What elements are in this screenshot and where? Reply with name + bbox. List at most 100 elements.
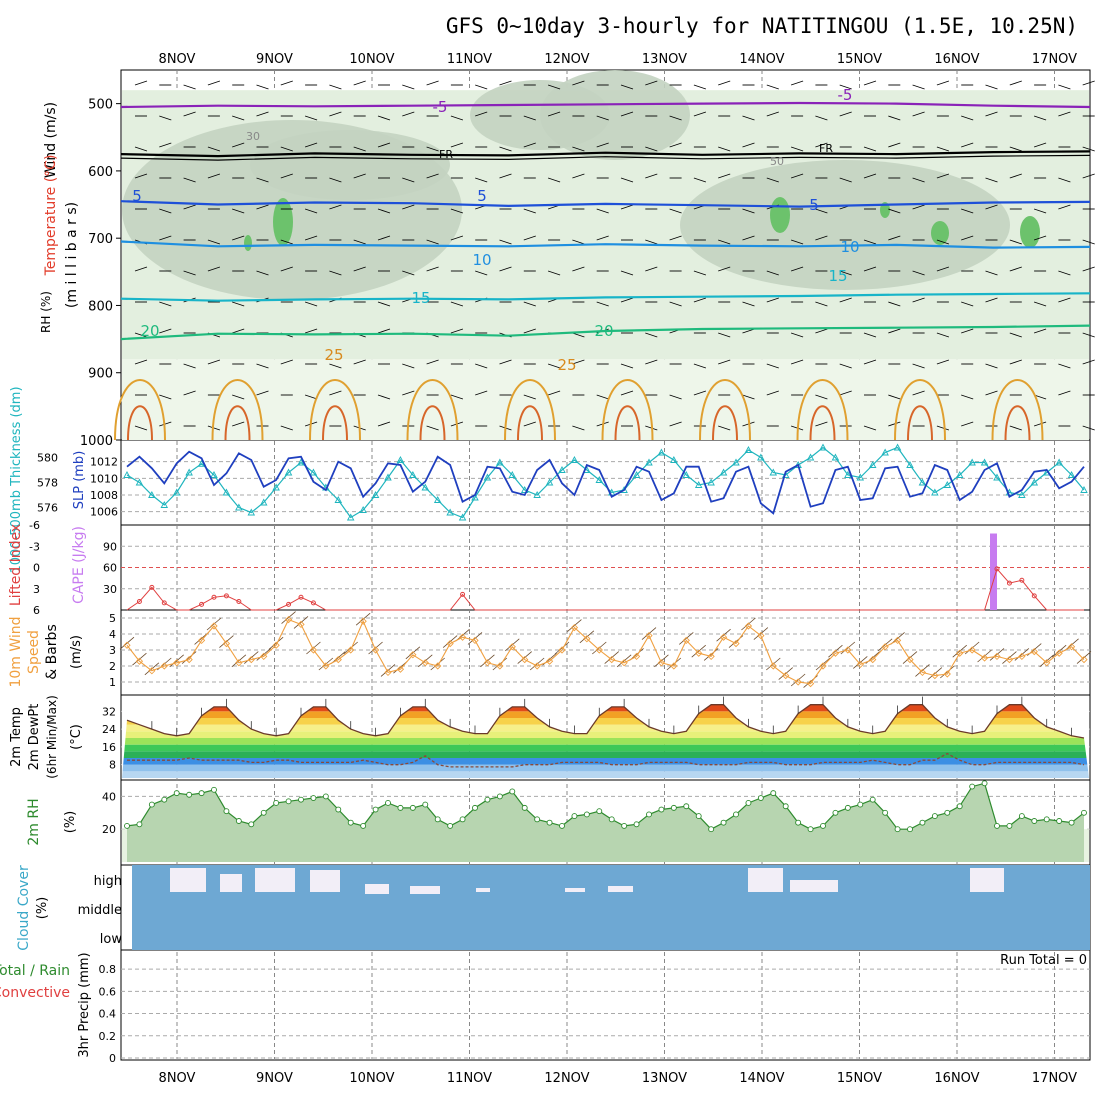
rh-point <box>335 806 342 813</box>
wind-barb <box>499 173 512 179</box>
wind-barb <box>912 390 925 396</box>
precip-tick-label: 0.2 <box>99 1030 117 1043</box>
temp-band <box>122 731 1089 738</box>
rh-point <box>969 783 976 790</box>
wind-speed-point <box>931 671 939 680</box>
wind-barb <box>1009 425 1022 431</box>
wind-barb <box>430 657 445 671</box>
date-label-bottom: 17NOV <box>1032 1071 1077 1086</box>
wind-speed-point <box>645 631 653 640</box>
lifted-index-point <box>994 566 1000 572</box>
wind-barb <box>840 641 856 655</box>
wind-speed-point <box>744 622 753 630</box>
wind-barb <box>256 648 271 661</box>
wind-barb <box>329 270 342 276</box>
thickness-point <box>931 488 939 496</box>
rh-saturated-region <box>931 221 949 245</box>
cloud-gap <box>410 886 440 894</box>
wind-barb <box>377 301 391 307</box>
isotherm-line <box>120 101 1091 109</box>
wind-barb <box>961 421 974 427</box>
wind-barb <box>134 173 148 179</box>
thickness-point <box>893 443 902 451</box>
wind-barb <box>256 363 269 369</box>
rh-point <box>1068 819 1075 826</box>
rh-saturated-region <box>244 235 252 251</box>
rh-high-region <box>250 130 450 200</box>
wind-barb <box>304 235 318 241</box>
wind-barb <box>232 235 245 241</box>
rh-axis-label: RH (%) <box>39 291 53 333</box>
wind-barb <box>596 235 609 241</box>
wind-barb <box>718 332 731 338</box>
wind-barb <box>206 617 222 631</box>
lifted-index-point <box>310 600 316 606</box>
wind-barb <box>839 297 852 303</box>
wind-barb <box>523 328 536 334</box>
wind-barb <box>517 651 532 664</box>
rh-point <box>496 793 503 800</box>
wind-barb <box>232 301 245 307</box>
li-tick-label: 6 <box>33 604 40 617</box>
wind-barb <box>766 297 779 303</box>
wind-barb <box>329 111 342 117</box>
wind-barb <box>790 173 804 179</box>
wind-barb <box>402 270 415 276</box>
wind-speed-point <box>980 654 989 662</box>
wind-barb <box>912 297 925 303</box>
lifted-index-point <box>199 601 205 607</box>
cloud-gap <box>255 868 295 892</box>
wind-barb <box>554 641 570 655</box>
wind-barb <box>377 208 391 214</box>
wind-barb <box>353 146 366 152</box>
wind-barb <box>936 359 950 365</box>
wind-speed-point <box>222 639 231 648</box>
wind-barb <box>693 84 707 90</box>
rh-point <box>807 826 814 833</box>
wind-barb <box>377 421 391 427</box>
wind-barb <box>1058 390 1071 396</box>
rh-point <box>260 809 267 816</box>
wind-barb <box>703 648 719 661</box>
isotherm-line <box>712 405 738 441</box>
isotherm-line <box>322 405 348 441</box>
rh-point <box>857 801 864 808</box>
wind-speed-point <box>881 643 889 651</box>
thickness-point <box>433 496 442 503</box>
wind-barb <box>304 394 318 400</box>
wind-speed-point <box>869 655 877 664</box>
wind-barb <box>693 111 707 117</box>
wind-barb <box>815 394 828 400</box>
wind-barb <box>523 301 536 307</box>
cloud-gap <box>310 870 340 892</box>
wind-speed-point <box>806 679 815 688</box>
temp-band <box>122 751 1089 758</box>
temp-band <box>122 764 1089 772</box>
thickness-point <box>471 493 479 501</box>
rh-point <box>397 804 404 811</box>
wind-barb <box>529 657 545 671</box>
wind-barb <box>961 301 974 307</box>
wind-barb <box>119 636 135 650</box>
wind-barb <box>183 270 196 276</box>
isotherm-line <box>120 292 1091 302</box>
wind-barb <box>426 239 439 245</box>
lifted-index-point <box>286 601 292 607</box>
isotherm-label: 5 <box>132 187 142 205</box>
thickness-point <box>595 476 604 483</box>
wind-barb <box>450 115 464 121</box>
axes: 5006007008009001000100610081010101257657… <box>29 98 122 1065</box>
wind-barb <box>1058 177 1071 183</box>
wind-speed-point <box>608 655 616 664</box>
wind-barb <box>450 301 464 307</box>
temp-band <box>122 718 1089 725</box>
wind-speed-point <box>819 662 827 670</box>
date-label-top: 10NOV <box>349 52 394 67</box>
thickness-point <box>993 473 1001 481</box>
wind-barb <box>134 146 148 152</box>
wind-tick-label: 4 <box>109 628 116 641</box>
wind-barb <box>304 142 318 148</box>
wind-barb <box>1058 204 1071 210</box>
wind-barb <box>989 648 1005 661</box>
wind-barb <box>977 649 992 663</box>
